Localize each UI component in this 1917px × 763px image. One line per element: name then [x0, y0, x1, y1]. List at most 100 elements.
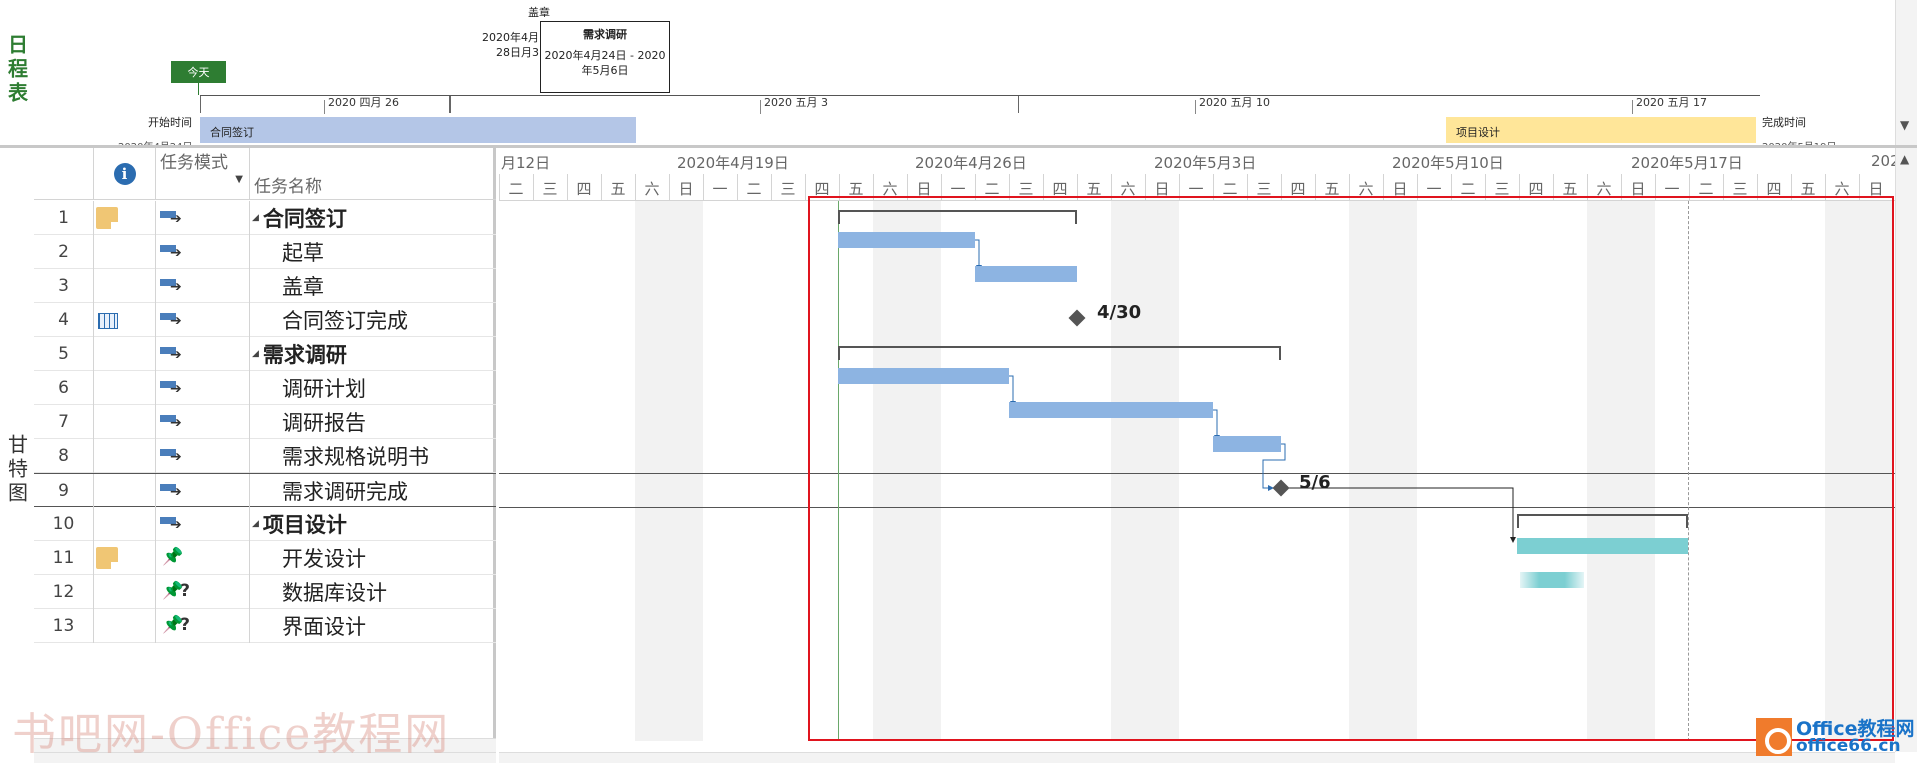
row-task-name[interactable]: 起草 — [250, 235, 496, 269]
table-row[interactable]: 5 ➔ ◢ 需求调研 — [34, 337, 496, 371]
row-task-mode[interactable]: ➔ — [156, 235, 250, 269]
table-row[interactable]: 9 ➔ 需求调研完成 — [34, 473, 496, 508]
summary-bar-design[interactable] — [1517, 514, 1688, 528]
timeline-bar-contract[interactable]: 合同签订 — [200, 117, 636, 143]
timescale-day-label: 三 — [542, 180, 558, 198]
note-icon[interactable] — [96, 547, 118, 569]
task-name-text: 调研报告 — [282, 411, 366, 435]
row-task-mode[interactable]: 📌? — [156, 575, 250, 609]
header-indicators[interactable]: i — [94, 148, 156, 200]
sheet-scrollbar-bottom[interactable] — [34, 752, 496, 763]
collapse-icon[interactable]: ◢ — [252, 519, 259, 529]
task-bar-spec[interactable] — [1213, 436, 1281, 452]
summary-bar-research[interactable] — [838, 346, 1281, 360]
task-sheet[interactable]: i 任务模式 ▼ 任务名称 1 ➔ ◢ 合同签订 2 ➔ 起草 3 ➔ 盖章 4 ➔ 合同签订完成 5 ➔ ◢… — [34, 148, 496, 752]
row-id[interactable]: 7 — [34, 405, 94, 439]
row-task-mode[interactable]: 📌 — [156, 541, 250, 575]
row-task-mode[interactable]: ➔ — [156, 201, 250, 235]
row-task-name[interactable]: 需求规格说明书 — [250, 439, 496, 473]
row-id[interactable]: 9 — [34, 474, 94, 508]
table-row[interactable]: 6 ➔ 调研计划 — [34, 371, 496, 405]
timescale-day-separator — [703, 174, 704, 200]
timeline-bar-design[interactable]: 项目设计 — [1446, 117, 1756, 143]
task-bar-draft[interactable] — [838, 232, 975, 248]
row-task-mode[interactable]: ➔ — [156, 337, 250, 371]
row-task-mode[interactable]: ➔ — [156, 303, 250, 337]
row-indicator — [94, 575, 156, 609]
timeline-scrollbar[interactable]: ▼ — [1895, 0, 1917, 145]
sheet-horizontal-scrollbar[interactable] — [34, 738, 496, 752]
row-id[interactable]: 6 — [34, 371, 94, 405]
collapse-icon[interactable]: ◢ — [252, 213, 259, 223]
row-id[interactable]: 11 — [34, 541, 94, 575]
task-bar-db-design[interactable] — [1520, 572, 1584, 588]
timescale-day-label: 日 — [678, 180, 694, 198]
row-task-name[interactable]: ◢ 合同签订 — [250, 201, 496, 235]
timescale-week-label: 2020年5月10日 — [1392, 154, 1504, 172]
row-id[interactable]: 2 — [34, 235, 94, 269]
row-id[interactable]: 8 — [34, 439, 94, 473]
row-task-name[interactable]: 盖章 — [250, 269, 496, 303]
row-task-mode[interactable]: 📌? — [156, 609, 250, 643]
row-task-name[interactable]: 需求调研完成 — [250, 474, 496, 508]
summary-bar-contract[interactable] — [838, 210, 1077, 224]
row-id[interactable]: 4 — [34, 303, 94, 337]
row-task-name[interactable]: 合同签订完成 — [250, 303, 496, 337]
gantt-chart[interactable]: 月12日 2020年4月19日 2020年4月26日 2020年5月3日 2020年5月… — [499, 148, 1895, 752]
task-bar-research-report[interactable] — [1009, 402, 1213, 418]
task-bar-research-plan[interactable] — [838, 368, 1009, 384]
auto-schedule-icon: ➔ — [160, 482, 186, 500]
row-id[interactable]: 5 — [34, 337, 94, 371]
table-row[interactable]: 8 ➔ 需求规格说明书 — [34, 439, 496, 473]
row-task-mode[interactable]: ➔ — [156, 269, 250, 303]
row-task-mode[interactable]: ➔ — [156, 405, 250, 439]
row-task-name[interactable]: 界面设计 — [250, 609, 496, 643]
row-id[interactable]: 13 — [34, 609, 94, 643]
row-id[interactable]: 12 — [34, 575, 94, 609]
row-task-name[interactable]: ◢ 需求调研 — [250, 337, 496, 371]
row-id[interactable]: 1 — [34, 201, 94, 235]
timeline-pane[interactable]: 日程表 今天 盖章 2020年4月28日月3 需求调研 2020年4月24日 -… — [0, 0, 1917, 153]
row-task-name[interactable]: 开发设计 — [250, 541, 496, 575]
timescale-day-separator — [1247, 174, 1248, 200]
header-row-id[interactable] — [34, 148, 94, 200]
task-bar-stamp[interactable] — [975, 266, 1077, 282]
table-row[interactable]: 13 📌? 界面设计 — [34, 609, 496, 643]
table-row[interactable]: 3 ➔ 盖章 — [34, 269, 496, 303]
table-row[interactable]: 11 📌 开发设计 — [34, 541, 496, 575]
row-task-name[interactable]: ◢ 项目设计 — [250, 507, 496, 541]
watermark-logo: Office教程网 office66.cn — [1752, 712, 1915, 760]
table-row[interactable]: 4 ➔ 合同签订完成 — [34, 303, 496, 337]
table-row[interactable]: 1 ➔ ◢ 合同签订 — [34, 201, 496, 235]
scroll-up-icon[interactable]: ▲ — [1900, 152, 1910, 166]
callout-demand-research[interactable]: 需求调研 2020年4月24日 - 2020年5月6日 — [540, 21, 670, 93]
row-task-name[interactable]: 调研报告 — [250, 405, 496, 439]
note-icon[interactable] — [96, 207, 118, 229]
row-id[interactable]: 3 — [34, 269, 94, 303]
status-date-line — [1688, 201, 1689, 741]
row-task-name[interactable]: 数据库设计 — [250, 575, 496, 609]
view-divider[interactable] — [0, 145, 1917, 148]
row-id[interactable]: 10 — [34, 507, 94, 541]
row-task-mode[interactable]: ➔ — [156, 474, 250, 508]
table-row[interactable]: 7 ➔ 调研报告 — [34, 405, 496, 439]
task-bar-dev-design[interactable] — [1517, 538, 1688, 554]
row-indicator — [94, 269, 156, 303]
gantt-vertical-scrollbar[interactable]: ▲ — [1895, 148, 1917, 752]
row-task-mode[interactable]: ➔ — [156, 507, 250, 541]
nonworking-day-shade — [907, 201, 941, 741]
row-task-mode[interactable]: ➔ — [156, 439, 250, 473]
collapse-icon[interactable]: ◢ — [252, 349, 259, 359]
header-task-name[interactable]: 任务名称 — [250, 148, 496, 200]
header-task-mode[interactable]: 任务模式 ▼ — [156, 148, 250, 200]
chevron-down-icon[interactable]: ▼ — [235, 174, 243, 185]
callout-title: 需求调研 — [583, 28, 627, 41]
task-name-text: 合同签订 — [262, 207, 347, 231]
row-task-mode[interactable]: ➔ — [156, 371, 250, 405]
table-row[interactable]: 2 ➔ 起草 — [34, 235, 496, 269]
table-row[interactable]: 10 ➔ ◢ 项目设计 — [34, 507, 496, 541]
gantt-horizontal-scrollbar[interactable] — [499, 752, 1895, 763]
table-row[interactable]: 12 📌? 数据库设计 — [34, 575, 496, 609]
scroll-down-icon[interactable]: ▼ — [1900, 118, 1910, 132]
row-task-name[interactable]: 调研计划 — [250, 371, 496, 405]
